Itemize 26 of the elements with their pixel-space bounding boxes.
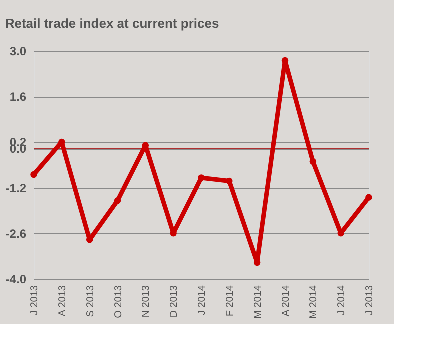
point — [114, 197, 122, 204]
x-tick-label: J 2014 — [197, 285, 208, 316]
x-tick-label: J 2013 — [30, 285, 40, 316]
point — [30, 171, 38, 178]
x-tick-label: M 2014 — [252, 285, 264, 319]
y-tick-label: -4.0 — [6, 272, 27, 286]
x-tick-label: D 2013 — [169, 285, 180, 318]
x-tick-label: M 2014 — [308, 285, 320, 319]
x-tick-label: J 2013 — [364, 285, 376, 316]
x-tick-label: J 2014 — [336, 285, 348, 316]
y-tick-label: -2.6 — [6, 226, 27, 241]
y-tick-label: 1.6 — [10, 90, 27, 104]
point — [282, 57, 289, 64]
y-tick-label: 3.0 — [10, 44, 27, 58]
x-tick-label: A 2013 — [57, 285, 68, 317]
x-tick-label: A 2014 — [280, 285, 292, 317]
y-tick-label: -1.2 — [6, 181, 27, 196]
chart-title: Retail trade index at current prices — [5, 16, 220, 31]
point — [366, 194, 372, 201]
x-tick-label: S 2013 — [85, 285, 96, 318]
point — [310, 158, 317, 166]
x-tick-label: O 2013 — [113, 285, 124, 318]
x-tick-label: N 2013 — [141, 285, 152, 318]
point — [198, 174, 205, 182]
point — [226, 178, 233, 185]
x-tick-label: F 2014 — [224, 285, 236, 317]
